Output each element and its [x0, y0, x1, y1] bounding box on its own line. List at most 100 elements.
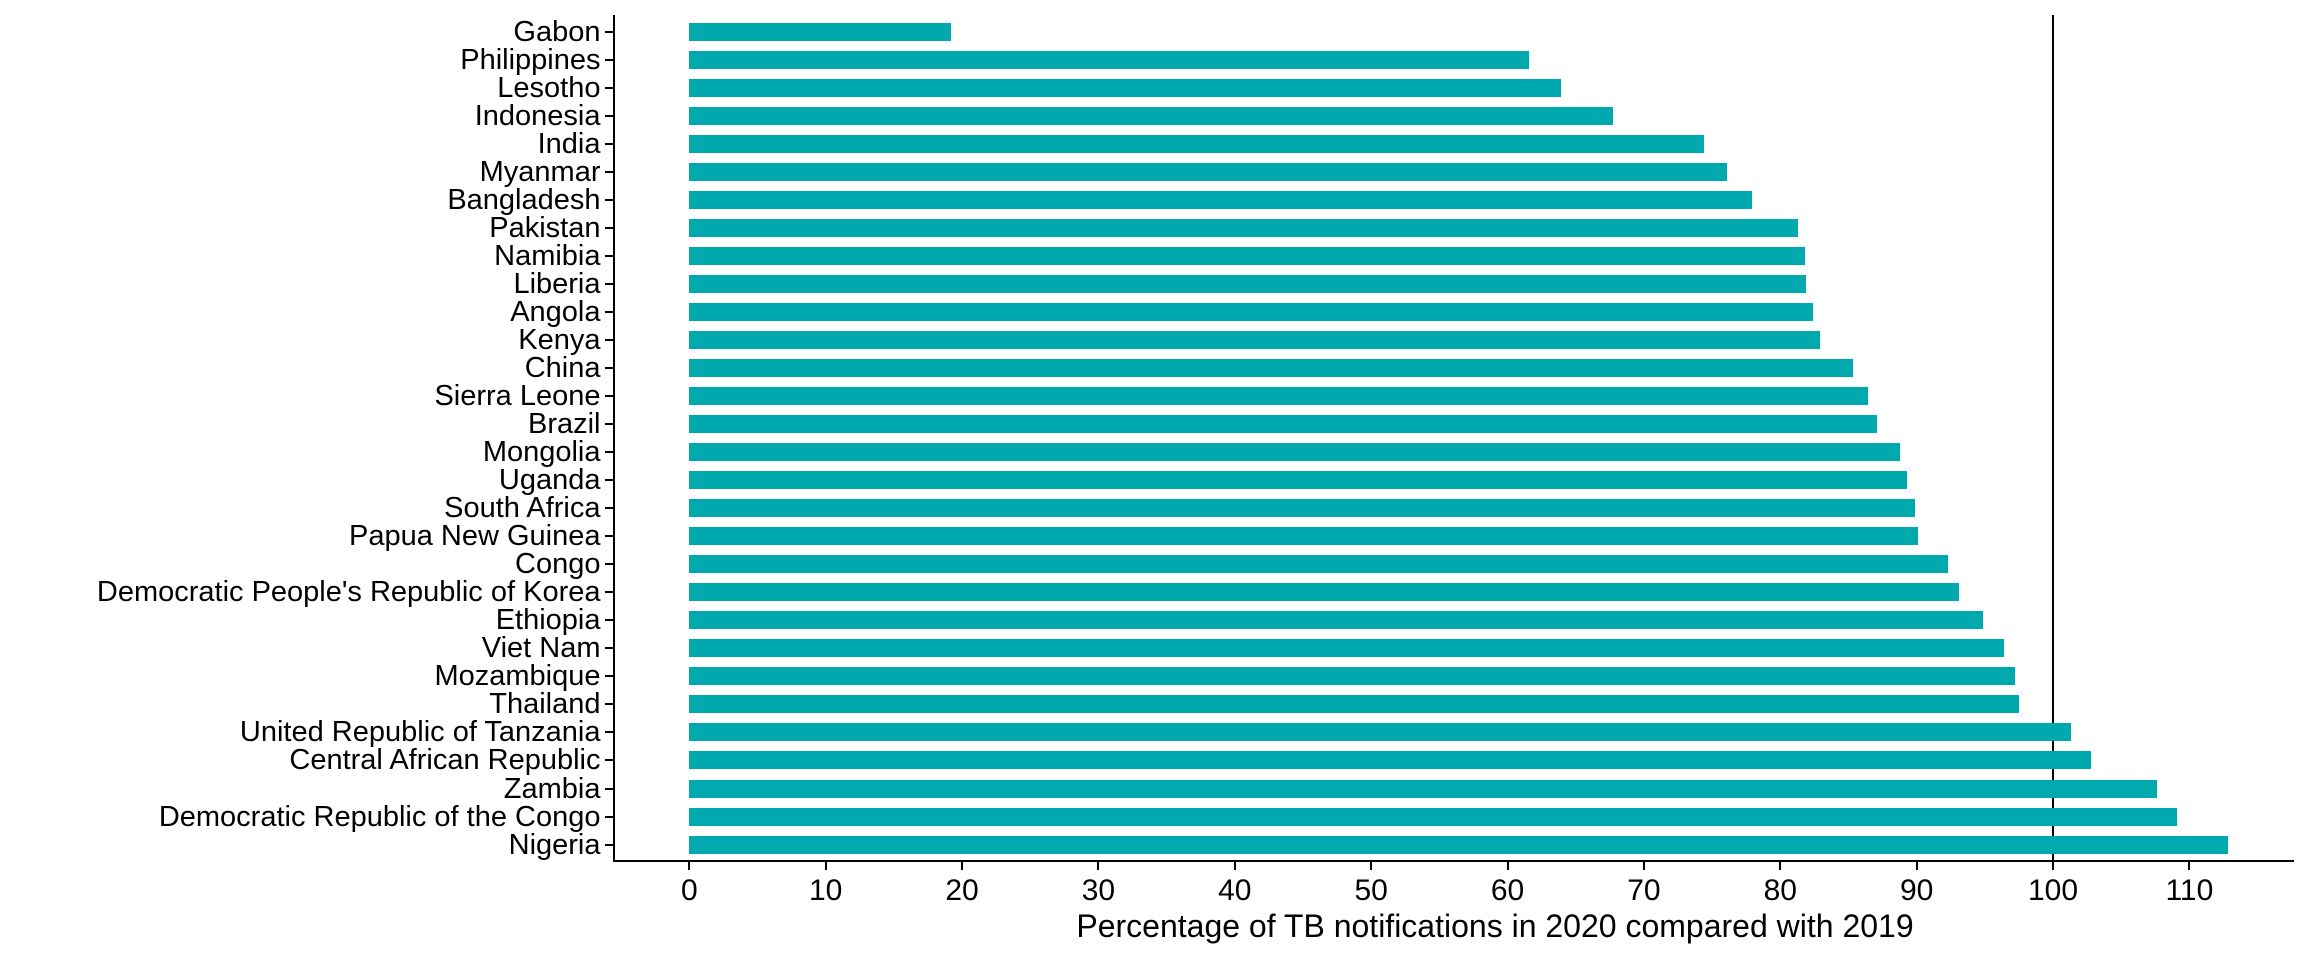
bar-papua-new-guinea: [689, 527, 1918, 546]
bar-mozambique: [689, 667, 2015, 686]
bar-namibia: [689, 246, 1805, 265]
bar-lesotho: [689, 78, 1561, 97]
bar-central-african-republic: [689, 751, 2092, 770]
y-axis-label-sierra-leone: Sierra Leone: [434, 380, 601, 413]
y-axis-label-bangladesh: Bangladesh: [447, 183, 601, 216]
y-axis-label-uganda: Uganda: [498, 464, 601, 497]
y-tick-angola: [604, 311, 613, 313]
y-axis-label-democratic-people-s-republic-of-korea: Democratic People's Republic of Korea: [96, 576, 601, 609]
x-tick-label-30: 30: [1081, 874, 1116, 907]
x-tick-label-40: 40: [1218, 874, 1252, 907]
x-axis-title: Percentage of TB notifications in 2020 c…: [1076, 908, 1914, 944]
y-axis-label-central-african-republic: Central African Republic: [289, 744, 601, 777]
y-axis-label-lesotho: Lesotho: [497, 71, 601, 104]
bar-angola: [689, 303, 1813, 321]
bar-mongolia: [689, 443, 1901, 462]
y-axis-label-ethiopia: Ethiopia: [495, 604, 601, 637]
x-tick-label-60: 60: [1490, 874, 1525, 907]
bar-thailand: [689, 695, 2019, 714]
bar-liberia: [689, 274, 1807, 293]
x-tick-30: [1097, 861, 1100, 870]
x-tick-label-100: 100: [2027, 874, 2079, 907]
bar-viet-nam: [689, 639, 2004, 658]
y-axis-label-gabon: Gabon: [513, 15, 601, 48]
y-tick-brazil: [604, 423, 613, 426]
y-tick-zambia: [604, 787, 613, 790]
y-tick-nigeria: [604, 843, 613, 846]
x-tick-50: [1370, 861, 1373, 870]
y-axis-label-viet-nam: Viet Nam: [481, 632, 601, 665]
y-tick-bangladesh: [604, 198, 613, 201]
x-tick-90: [1915, 861, 1918, 870]
y-axis-label-kenya: Kenya: [518, 324, 601, 357]
y-tick-india: [604, 142, 613, 145]
y-tick-thailand: [604, 703, 613, 706]
bar-brazil: [689, 415, 1878, 434]
y-tick-gabon: [604, 30, 613, 33]
y-tick-indonesia: [604, 114, 613, 117]
y-axis-label-zambia: Zambia: [503, 772, 601, 805]
y-axis-line: [612, 15, 615, 862]
bar-kenya: [689, 331, 1820, 350]
y-tick-china: [604, 367, 613, 370]
y-axis-label-papua-new-guinea: Papua New Guinea: [349, 520, 601, 553]
y-axis-label-pakistan: Pakistan: [489, 211, 601, 244]
x-tick-20: [961, 861, 964, 870]
bar-indonesia: [689, 106, 1613, 125]
x-tick-label-10: 10: [808, 874, 843, 907]
y-tick-ethiopia: [604, 619, 613, 622]
x-tick-label-110: 110: [2165, 874, 2214, 907]
bar-pakistan: [689, 218, 1798, 237]
bar-myanmar: [689, 162, 1728, 181]
bar-zambia: [689, 779, 2157, 798]
x-tick-100: [2052, 861, 2054, 870]
bar-bangladesh: [689, 190, 1752, 209]
x-tick-70: [1642, 861, 1645, 870]
y-axis-label-india: India: [537, 127, 601, 160]
y-axis-label-angola: Angola: [510, 296, 601, 328]
bar-congo: [689, 555, 1948, 574]
x-tick-label-50: 50: [1354, 874, 1388, 907]
y-tick-liberia: [604, 282, 613, 285]
y-tick-mozambique: [604, 675, 613, 678]
bar-gabon: [689, 22, 952, 41]
y-tick-lesotho: [604, 86, 613, 89]
y-axis-label-philippines: Philippines: [460, 43, 601, 76]
y-axis-label-democratic-republic-of-the-congo: Democratic Republic of the Congo: [158, 800, 601, 833]
y-axis-label-south-africa: South Africa: [444, 492, 601, 525]
y-axis-label-indonesia: Indonesia: [474, 99, 601, 132]
bar-uganda: [689, 471, 1908, 490]
y-tick-namibia: [604, 254, 613, 257]
y-tick-kenya: [604, 339, 613, 342]
bar-ethiopia: [689, 611, 1984, 630]
bar-india: [689, 134, 1704, 153]
x-tick-10: [824, 861, 827, 870]
x-tick-label-90: 90: [1899, 874, 1934, 907]
x-tick-80: [1779, 861, 1782, 870]
y-tick-central-african-republic: [604, 759, 613, 762]
x-tick-label-20: 20: [945, 874, 979, 907]
y-axis-label-liberia: Liberia: [513, 267, 601, 300]
bar-united-republic-of-tanzania: [689, 723, 2071, 742]
bar-democratic-people-s-republic-of-korea: [689, 583, 1959, 602]
x-tick-label-0: 0: [680, 874, 698, 907]
y-tick-democratic-people-s-republic-of-korea: [604, 591, 613, 594]
y-axis-label-united-republic-of-tanzania: United Republic of Tanzania: [239, 716, 601, 749]
y-tick-uganda: [604, 479, 613, 482]
y-axis-label-congo: Congo: [515, 548, 601, 581]
bar-china: [689, 359, 1853, 378]
y-axis-label-mongolia: Mongolia: [482, 436, 601, 469]
y-tick-sierra-leone: [604, 395, 613, 398]
y-tick-papua-new-guinea: [604, 535, 613, 538]
y-axis-label-brazil: Brazil: [527, 408, 601, 441]
y-tick-congo: [604, 563, 613, 566]
bar-democratic-republic-of-the-congo: [689, 807, 2178, 826]
y-tick-myanmar: [604, 170, 613, 173]
y-tick-united-republic-of-tanzania: [604, 731, 613, 734]
y-tick-south-africa: [604, 507, 613, 510]
x-axis-line: [612, 859, 2294, 862]
reference-line-100: [2052, 15, 2054, 860]
x-tick-40: [1233, 861, 1236, 870]
y-tick-philippines: [604, 58, 613, 61]
